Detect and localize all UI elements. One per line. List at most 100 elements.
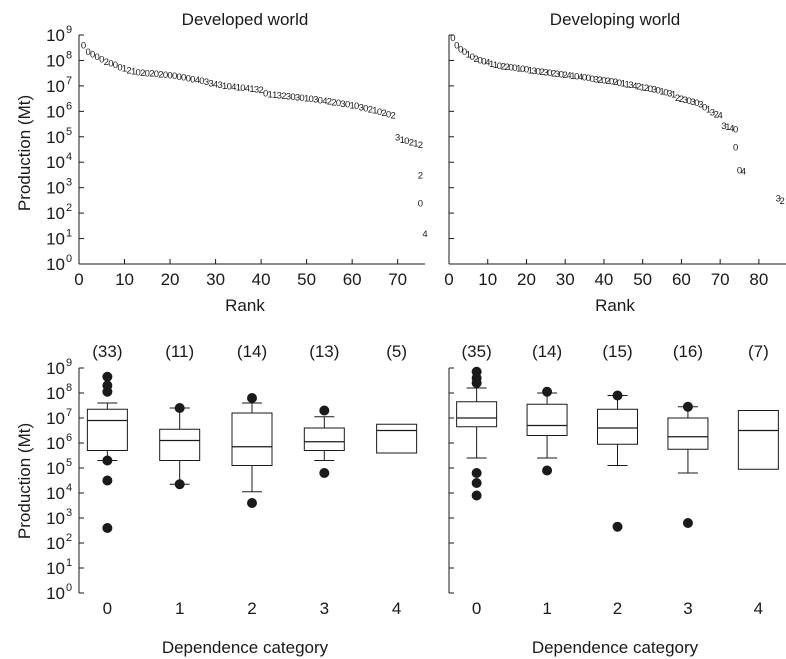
data-point-label: 0 bbox=[694, 98, 699, 109]
data-point-label: 0 bbox=[117, 62, 122, 73]
data-point-label: 0 bbox=[601, 75, 606, 86]
outlier-point bbox=[471, 468, 482, 478]
sample-count-label: (11) bbox=[165, 342, 194, 361]
y-tick-exponent: 0 bbox=[66, 253, 72, 265]
y-tick-exponent: 6 bbox=[66, 100, 72, 112]
sample-count-label: (14) bbox=[532, 342, 562, 361]
y-tick-label: 10 bbox=[46, 384, 65, 403]
y-tick-label: 10 bbox=[46, 434, 65, 453]
data-point-label: 2 bbox=[126, 66, 131, 77]
x-axis-label-rank-developed: Rank bbox=[225, 296, 265, 315]
x-tick-label: 1 bbox=[175, 599, 184, 618]
y-tick-label: 10 bbox=[46, 484, 65, 503]
outlier-point bbox=[174, 403, 185, 413]
outlier-point bbox=[471, 378, 482, 388]
data-point-label: 1 bbox=[122, 64, 127, 75]
y-tick-exponent: 1 bbox=[66, 228, 72, 240]
y-tick-label: 10 bbox=[46, 584, 65, 603]
y-tick-exponent: 1 bbox=[66, 557, 72, 569]
y-tick-label: 10 bbox=[46, 459, 65, 478]
data-point-label: 0 bbox=[154, 69, 159, 80]
x-tick-label: 20 bbox=[161, 270, 180, 289]
y-tick-label: 10 bbox=[46, 102, 65, 121]
data-point-label: 0 bbox=[136, 67, 141, 78]
data-point-label: 3 bbox=[594, 74, 599, 85]
sample-count-label: (5) bbox=[386, 342, 407, 361]
data-point-label: 0 bbox=[462, 47, 467, 58]
data-point-label: 2 bbox=[605, 76, 610, 87]
data-point-label: 0 bbox=[199, 76, 204, 87]
data-point-label: 1 bbox=[528, 65, 533, 76]
data-point-label: 2 bbox=[714, 109, 719, 120]
y-tick-label: 10 bbox=[46, 255, 65, 274]
data-point-label: 2 bbox=[679, 94, 684, 105]
y-tick-exponent: 4 bbox=[66, 482, 72, 494]
x-tick-label: 0 bbox=[74, 270, 83, 289]
data-point-label: 2 bbox=[613, 77, 618, 88]
box-iqr bbox=[86, 408, 128, 451]
x-tick-label: 3 bbox=[683, 599, 692, 618]
data-point-label: 0 bbox=[547, 68, 552, 79]
data-point-label: 0 bbox=[95, 52, 100, 63]
data-point-label: 1 bbox=[621, 79, 626, 90]
data-point-label: 3 bbox=[359, 102, 364, 113]
x-tick-label: 4 bbox=[754, 599, 763, 618]
data-point-label: 3 bbox=[652, 85, 657, 96]
y-tick-label: 10 bbox=[46, 359, 65, 378]
outlier-point bbox=[102, 475, 113, 486]
x-axis-label-dependence-developed: Dependence category bbox=[162, 638, 329, 657]
y-tick-exponent: 0 bbox=[66, 582, 72, 594]
sample-count-label: (35) bbox=[462, 342, 492, 361]
data-point-label: 4 bbox=[578, 72, 583, 83]
data-point-label: 0 bbox=[617, 78, 622, 89]
data-point-label: 3 bbox=[555, 69, 560, 80]
data-point-label: 2 bbox=[381, 108, 386, 119]
x-tick-label: 2 bbox=[613, 599, 622, 618]
data-point-label: 4 bbox=[422, 229, 427, 240]
y-tick-exponent: 9 bbox=[66, 24, 72, 36]
data-point-label: 3 bbox=[208, 78, 213, 89]
data-point-label: 4 bbox=[741, 167, 746, 178]
data-point-label: 3 bbox=[710, 107, 715, 118]
data-point-label: 1 bbox=[466, 50, 471, 61]
sample-count-label: (13) bbox=[309, 342, 339, 361]
data-point-label: 0 bbox=[227, 81, 232, 92]
outlier-point bbox=[102, 523, 113, 533]
box-iqr bbox=[303, 427, 345, 451]
data-point-label: 4 bbox=[231, 82, 236, 93]
x-tick-label: 40 bbox=[594, 270, 613, 289]
outlier-point bbox=[102, 386, 113, 397]
y-tick-label: 10 bbox=[46, 559, 65, 578]
data-point-label: 0 bbox=[512, 63, 517, 74]
data-point-label: 1 bbox=[131, 67, 136, 78]
data-point-label: 1 bbox=[640, 82, 645, 93]
data-point-label: 3 bbox=[690, 97, 695, 108]
panel-developed-rank: 10 010 110 210 310 410 510 610 710 810 90 10 20 30 40 5… bbox=[46, 24, 428, 289]
data-point-label: 0 bbox=[240, 83, 245, 94]
data-point-label: 2 bbox=[473, 54, 478, 65]
data-point-label: 2 bbox=[258, 85, 263, 96]
y-tick-exponent: 7 bbox=[66, 75, 72, 87]
box-iqr bbox=[597, 408, 638, 445]
x-tick-label: 10 bbox=[115, 270, 134, 289]
y-tick-exponent: 8 bbox=[66, 382, 72, 394]
y-tick-exponent: 9 bbox=[66, 357, 72, 369]
y-tick-label: 10 bbox=[46, 77, 65, 96]
data-point-label: 3 bbox=[532, 66, 537, 77]
data-point-label: 0 bbox=[190, 74, 195, 85]
data-point-label: 0 bbox=[702, 102, 707, 113]
outlier-point bbox=[612, 521, 623, 532]
y-tick-exponent: 3 bbox=[66, 177, 72, 189]
y-tick-label: 10 bbox=[46, 153, 65, 172]
data-point-label: 3 bbox=[628, 80, 633, 91]
data-point-label: 0 bbox=[733, 125, 738, 136]
data-point-label: 1 bbox=[350, 100, 355, 111]
data-point-label: 3 bbox=[340, 99, 345, 110]
data-point-label: 4 bbox=[485, 58, 490, 69]
data-point-label: 0 bbox=[318, 95, 323, 106]
data-point-label: 0 bbox=[737, 165, 742, 176]
y-tick-label: 10 bbox=[46, 128, 65, 147]
data-point-label: 1 bbox=[725, 122, 730, 133]
data-point-label: 1 bbox=[489, 59, 494, 70]
data-point-label: 0 bbox=[186, 74, 191, 85]
